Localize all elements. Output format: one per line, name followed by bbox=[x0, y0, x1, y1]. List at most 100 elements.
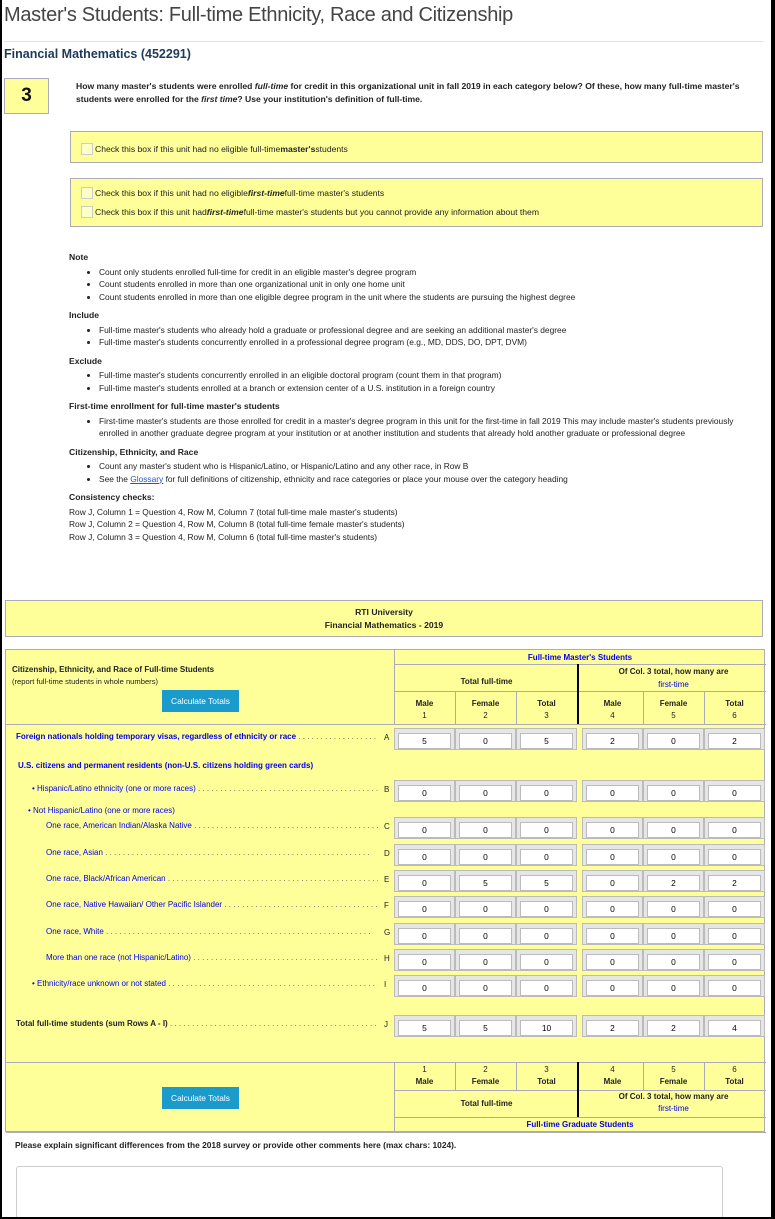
row-a-col-2-input[interactable] bbox=[459, 733, 512, 749]
column-header: Female 2 bbox=[471, 699, 500, 720]
cell bbox=[394, 780, 455, 802]
column-footer: 1 Male bbox=[415, 1065, 434, 1086]
no-info-first-time-checkbox[interactable]: Check this box if this unit had first-ti… bbox=[81, 206, 539, 218]
row-h-col-2-input[interactable] bbox=[459, 954, 512, 970]
row-d-col-3-input[interactable] bbox=[520, 849, 573, 865]
checkbox[interactable] bbox=[81, 187, 93, 199]
no-masters-box: Check this box if this unit had no eligi… bbox=[70, 131, 763, 163]
row-f-col-5-input[interactable] bbox=[647, 901, 700, 917]
row-j-col-1-input[interactable] bbox=[398, 1020, 451, 1036]
cell bbox=[704, 780, 765, 802]
row-e-col-5-input[interactable] bbox=[647, 875, 700, 891]
row-g-col-6-input[interactable] bbox=[708, 928, 761, 944]
row-f-col-2-input[interactable] bbox=[459, 901, 512, 917]
column-footer: 6 Total bbox=[725, 1065, 744, 1086]
cell bbox=[582, 844, 643, 866]
row-b-col-2-input[interactable] bbox=[459, 785, 512, 801]
row-h-col-3-input[interactable] bbox=[520, 954, 573, 970]
calculate-totals-button-bottom[interactable]: Calculate Totals bbox=[162, 1087, 239, 1109]
row-i-col-4-input[interactable] bbox=[586, 980, 639, 996]
row-g-col-1-input[interactable] bbox=[398, 928, 451, 944]
row-label: One race, Asian . . . . . . . . . . . . … bbox=[46, 848, 370, 857]
of-col3-header: Of Col. 3 total, how many are bbox=[618, 667, 729, 676]
row-c-col-4-input[interactable] bbox=[586, 822, 639, 838]
row-label: One race, Native Hawaiian/ Other Pacific… bbox=[46, 900, 378, 909]
row-c-col-5-input[interactable] bbox=[647, 822, 700, 838]
cell bbox=[455, 896, 516, 918]
row-c-col-2-input[interactable] bbox=[459, 822, 512, 838]
cell bbox=[394, 817, 455, 839]
row-a-col-1-input[interactable] bbox=[398, 733, 451, 749]
no-first-time-checkbox[interactable]: Check this box if this unit had no eligi… bbox=[81, 187, 384, 199]
cell bbox=[455, 923, 516, 945]
cell bbox=[516, 975, 577, 997]
glossary-link[interactable]: Glossary bbox=[130, 473, 164, 484]
consistency-heading: Consistency checks: bbox=[69, 492, 155, 502]
row-i-col-5-input[interactable] bbox=[647, 980, 700, 996]
row-j-col-5-input[interactable] bbox=[647, 1020, 700, 1036]
row-h-col-6-input[interactable] bbox=[708, 954, 761, 970]
row-i-col-1-input[interactable] bbox=[398, 980, 451, 996]
cell bbox=[455, 728, 516, 750]
row-e-col-4-input[interactable] bbox=[586, 875, 639, 891]
row-d-col-6-input[interactable] bbox=[708, 849, 761, 865]
row-j-col-6-input[interactable] bbox=[708, 1020, 761, 1036]
row-i-col-2-input[interactable] bbox=[459, 980, 512, 996]
row-a-col-5-input[interactable] bbox=[647, 733, 700, 749]
row-c-col-1-input[interactable] bbox=[398, 822, 451, 838]
row-c-col-6-input[interactable] bbox=[708, 822, 761, 838]
column-header: Male 4 bbox=[603, 699, 622, 720]
row-d-col-4-input[interactable] bbox=[586, 849, 639, 865]
row-d-col-2-input[interactable] bbox=[459, 849, 512, 865]
cell bbox=[582, 870, 643, 892]
row-f-col-3-input[interactable] bbox=[520, 901, 573, 917]
row-b-col-3-input[interactable] bbox=[520, 785, 573, 801]
row-a-col-6-input[interactable] bbox=[708, 733, 761, 749]
row-f-col-6-input[interactable] bbox=[708, 901, 761, 917]
checkbox[interactable] bbox=[81, 206, 93, 218]
row-c-col-3-input[interactable] bbox=[520, 822, 573, 838]
cell bbox=[643, 949, 704, 971]
row-d-col-5-input[interactable] bbox=[647, 849, 700, 865]
row-j-col-4-input[interactable] bbox=[586, 1020, 639, 1036]
comment-textarea[interactable] bbox=[16, 1166, 723, 1217]
divider bbox=[4, 41, 763, 42]
no-eligible-masters-checkbox[interactable]: Check this box if this unit had no eligi… bbox=[81, 143, 348, 155]
row-g-col-4-input[interactable] bbox=[586, 928, 639, 944]
row-f-col-4-input[interactable] bbox=[586, 901, 639, 917]
row-d-col-1-input[interactable] bbox=[398, 849, 451, 865]
cell bbox=[704, 728, 765, 750]
calculate-totals-button[interactable]: Calculate Totals bbox=[162, 690, 239, 712]
cell bbox=[516, 896, 577, 918]
row-b-col-5-input[interactable] bbox=[647, 785, 700, 801]
row-i-col-6-input[interactable] bbox=[708, 980, 761, 996]
row-b-col-1-input[interactable] bbox=[398, 785, 451, 801]
cell bbox=[394, 870, 455, 892]
row-e-col-2-input[interactable] bbox=[459, 875, 512, 891]
row-a-col-3-input[interactable] bbox=[520, 733, 573, 749]
checkbox[interactable] bbox=[81, 143, 93, 155]
row-g-col-5-input[interactable] bbox=[647, 928, 700, 944]
row-h-col-4-input[interactable] bbox=[586, 954, 639, 970]
row-j-col-3-input[interactable] bbox=[520, 1020, 573, 1036]
row-f-col-1-input[interactable] bbox=[398, 901, 451, 917]
row-h-col-5-input[interactable] bbox=[647, 954, 700, 970]
row-a-col-4-input[interactable] bbox=[586, 733, 639, 749]
citizenship-item: Count any master's student who is Hispan… bbox=[99, 460, 759, 473]
row-j-col-2-input[interactable] bbox=[459, 1020, 512, 1036]
cell bbox=[394, 949, 455, 971]
total-full-time-footer: Total full-time bbox=[460, 1099, 513, 1108]
row-i-col-3-input[interactable] bbox=[520, 980, 573, 996]
row-h-col-1-input[interactable] bbox=[398, 954, 451, 970]
row-g-col-3-input[interactable] bbox=[520, 928, 573, 944]
row-b-col-6-input[interactable] bbox=[708, 785, 761, 801]
first-time-footer: first-time bbox=[658, 1104, 689, 1113]
row-b-col-4-input[interactable] bbox=[586, 785, 639, 801]
row-e-col-1-input[interactable] bbox=[398, 875, 451, 891]
row-e-col-3-input[interactable] bbox=[520, 875, 573, 891]
row-g-col-2-input[interactable] bbox=[459, 928, 512, 944]
cell bbox=[394, 728, 455, 750]
column-header: Female 5 bbox=[659, 699, 688, 720]
row-e-col-6-input[interactable] bbox=[708, 875, 761, 891]
